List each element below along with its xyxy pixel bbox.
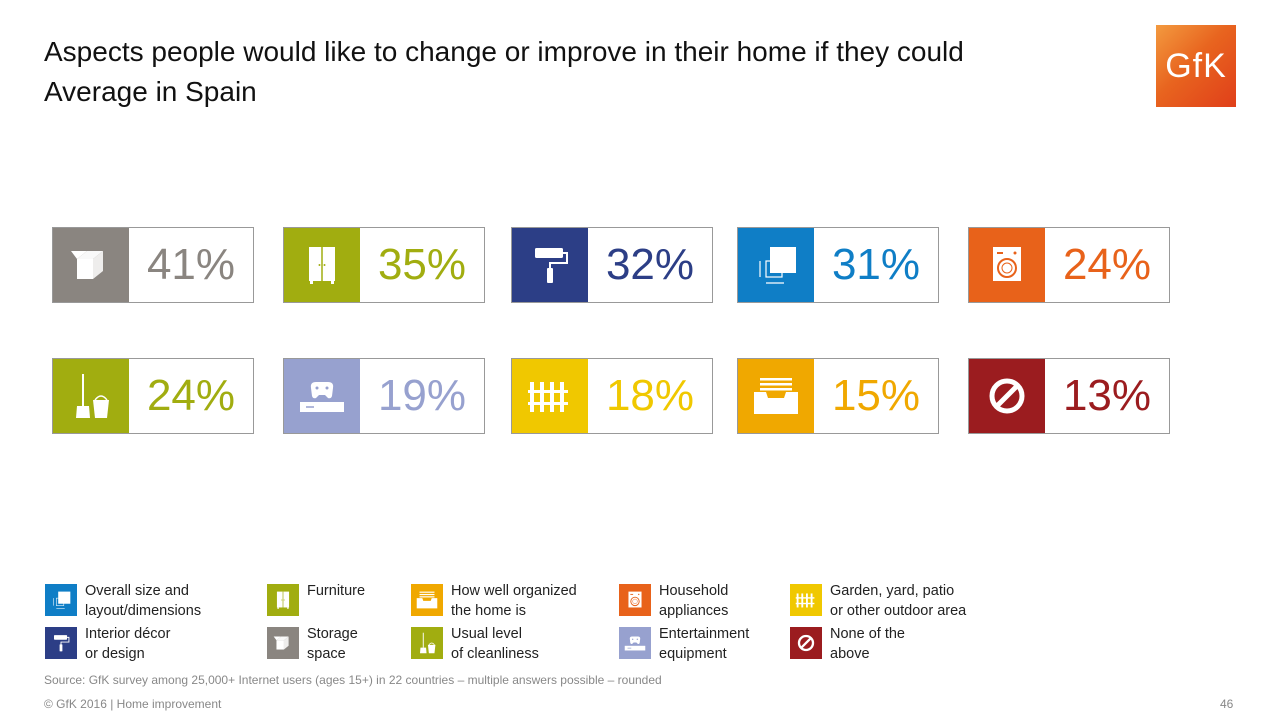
storage-box-icon bbox=[267, 627, 299, 659]
paint-roller-icon bbox=[512, 228, 588, 302]
floor-plan-icon bbox=[45, 584, 77, 616]
title-line-2: Average in Spain bbox=[44, 76, 257, 107]
legend-cleanliness: Usual level of cleanliness bbox=[411, 625, 539, 664]
tile-value: 24% bbox=[146, 371, 236, 420]
legend-interior-decor: Interior décor or design bbox=[45, 625, 170, 664]
legend-furniture: Furniture bbox=[267, 582, 365, 616]
mop-bucket-icon bbox=[53, 359, 129, 433]
tile-entertainment: 19% bbox=[283, 358, 485, 434]
wardrobe-icon bbox=[267, 584, 299, 616]
page-number: 46 bbox=[1220, 697, 1234, 711]
tile-furniture: 35% bbox=[283, 227, 485, 303]
paint-roller-icon bbox=[45, 627, 77, 659]
tile-value: 19% bbox=[377, 371, 467, 420]
fence-icon bbox=[790, 584, 822, 616]
tile-value: 13% bbox=[1062, 371, 1152, 420]
legend-entertainment: Entertainment equipment bbox=[619, 625, 749, 664]
washing-machine-icon bbox=[619, 584, 651, 616]
tile-cleanliness: 24% bbox=[52, 358, 254, 434]
floor-plan-icon bbox=[738, 228, 814, 302]
fence-icon bbox=[512, 359, 588, 433]
legend-organization: How well organized the home is bbox=[411, 582, 577, 621]
tile-value: 41% bbox=[146, 240, 236, 289]
tile-value: 31% bbox=[831, 240, 921, 289]
tile-value: 24% bbox=[1062, 240, 1152, 289]
storage-box-icon bbox=[53, 228, 129, 302]
tile-value: 35% bbox=[377, 240, 467, 289]
washing-machine-icon bbox=[969, 228, 1045, 302]
page-title: Aspects people would like to change or i… bbox=[44, 32, 964, 112]
footer-copyright: © GfK 2016 | Home improvement bbox=[44, 697, 222, 711]
tile-value: 32% bbox=[605, 240, 695, 289]
tile-organization: 15% bbox=[737, 358, 939, 434]
mop-bucket-icon bbox=[411, 627, 443, 659]
tile-storage-space: 41% bbox=[52, 227, 254, 303]
legend-none: None of the above bbox=[790, 625, 905, 664]
game-console-icon bbox=[619, 627, 651, 659]
no-entry-icon bbox=[969, 359, 1045, 433]
legend-appliances: Household appliances bbox=[619, 582, 728, 621]
tile-value: 18% bbox=[605, 371, 695, 420]
game-console-icon bbox=[284, 359, 360, 433]
source-note: Source: GfK survey among 25,000+ Interne… bbox=[44, 673, 662, 687]
legend-storage: Storage space bbox=[267, 625, 358, 664]
tile-interior-decor: 32% bbox=[511, 227, 713, 303]
tile-none: 13% bbox=[968, 358, 1170, 434]
title-line-1: Aspects people would like to change or i… bbox=[44, 36, 964, 67]
legend-garden: Garden, yard, patio or other outdoor area bbox=[790, 582, 966, 621]
tile-garden: 18% bbox=[511, 358, 713, 434]
drawer-tray-icon bbox=[411, 584, 443, 616]
gfk-logo: GfK bbox=[1156, 25, 1236, 107]
tile-value: 15% bbox=[831, 371, 921, 420]
drawer-tray-icon bbox=[738, 359, 814, 433]
no-entry-icon bbox=[790, 627, 822, 659]
tile-size-layout: 31% bbox=[737, 227, 939, 303]
wardrobe-icon bbox=[284, 228, 360, 302]
legend-size-layout: Overall size and layout/dimensions bbox=[45, 582, 201, 621]
tile-household-appliances: 24% bbox=[968, 227, 1170, 303]
